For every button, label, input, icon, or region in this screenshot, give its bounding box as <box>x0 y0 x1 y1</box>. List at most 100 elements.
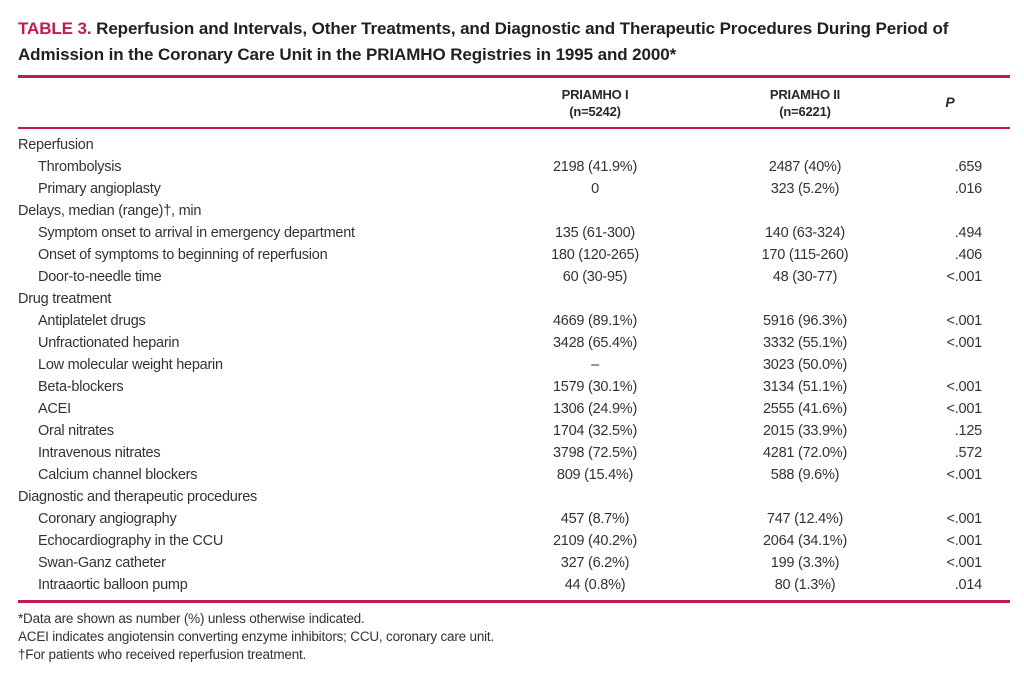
table-row: Onset of symptoms to beginning of reperf… <box>18 244 1010 266</box>
priamho2-value: 3332 (55.1%) <box>762 335 848 351</box>
col-header-p: P <box>945 94 955 110</box>
col-header-priamho1-n: (n=5242) <box>569 103 621 119</box>
table-number: TABLE 3. <box>18 19 92 38</box>
table-row: Door-to-needle time 60 (30-95) 48 (30-77… <box>18 266 1010 288</box>
row-label: Calcium channel blockers <box>38 467 198 483</box>
table-caption: Reperfusion and Intervals, Other Treatme… <box>18 19 949 64</box>
row-label: ACEI <box>38 401 71 417</box>
col-header-priamho1-name: PRIAMHO I <box>561 86 629 102</box>
p-value: .125 <box>954 423 982 439</box>
row-label: Diagnostic and therapeutic procedures <box>18 489 258 505</box>
table-row: Antiplatelet drugs 4669 (89.1%) 5916 (96… <box>18 310 1010 332</box>
priamho1-value: 180 (120-265) <box>551 247 639 263</box>
table-body: Reperfusion Thrombolysis 2198 (41.9%) 24… <box>18 129 1010 600</box>
priamho1-value: 327 (6.2%) <box>560 555 630 571</box>
table-row: Low molecular weight heparin – 3023 (50.… <box>18 354 1010 376</box>
row-label: Thrombolysis <box>38 159 122 175</box>
priamho1-value: 4669 (89.1%) <box>552 313 638 329</box>
footnotes: *Data are shown as number (%) unless oth… <box>18 610 1010 664</box>
p-value: <.001 <box>946 269 983 285</box>
row-label: Antiplatelet drugs <box>38 313 146 329</box>
priamho2-value: 80 (1.3%) <box>774 577 836 593</box>
p-value: .406 <box>954 247 982 263</box>
priamho2-value: 2555 (41.6%) <box>762 401 848 417</box>
row-label: Reperfusion <box>18 137 94 153</box>
footnote-abbreviations: ACEI indicates angiotensin converting en… <box>18 629 495 644</box>
priamho2-value: 199 (3.3%) <box>770 555 840 571</box>
row-label: Low molecular weight heparin <box>38 357 223 373</box>
bottom-rule <box>18 600 1010 603</box>
header-rule <box>18 127 1010 129</box>
priamho2-value: 747 (12.4%) <box>766 511 844 527</box>
priamho1-value: 44 (0.8%) <box>564 577 626 593</box>
p-value: .014 <box>954 577 982 593</box>
priamho2-value: 3134 (51.1%) <box>762 379 848 395</box>
table-row: Thrombolysis 2198 (41.9%) 2487 (40%) .65… <box>18 156 1010 178</box>
p-value: <.001 <box>946 467 983 483</box>
p-value: <.001 <box>946 313 983 329</box>
priamho1-value: 457 (8.7%) <box>560 511 630 527</box>
p-value: .659 <box>954 159 982 175</box>
row-label: Delays, median (range)†, min <box>18 203 202 219</box>
table-row: Beta-blockers 1579 (30.1%) 3134 (51.1%) … <box>18 376 1010 398</box>
p-value: <.001 <box>946 511 983 527</box>
p-value: <.001 <box>946 401 983 417</box>
priamho2-value: 140 (63-324) <box>764 225 846 241</box>
table-row: Unfractionated heparin 3428 (65.4%) 3332… <box>18 332 1010 354</box>
priamho1-value: 3428 (65.4%) <box>552 335 638 351</box>
priamho1-value: 809 (15.4%) <box>556 467 634 483</box>
table-row: Echocardiography in the CCU 2109 (40.2%)… <box>18 530 1010 552</box>
row-label: Symptom onset to arrival in emergency de… <box>38 225 355 241</box>
priamho2-value: 48 (30-77) <box>772 269 838 285</box>
priamho2-value: 3023 (50.0%) <box>762 357 848 373</box>
priamho2-value: 2064 (34.1%) <box>762 533 848 549</box>
p-value: <.001 <box>946 379 983 395</box>
table-row: Coronary angiography 457 (8.7%) 747 (12.… <box>18 508 1010 530</box>
table-row: ACEI 1306 (24.9%) 2555 (41.6%) <.001 <box>18 398 1010 420</box>
col-header-priamho1: PRIAMHO I (n=5242) <box>470 86 720 120</box>
priamho1-value: 3798 (72.5%) <box>552 445 638 461</box>
row-label: Primary angioplasty <box>38 181 161 197</box>
table-row: Primary angioplasty 0 323 (5.2%) .016 <box>18 178 1010 200</box>
row-label: Beta-blockers <box>38 379 124 395</box>
col-header-priamho2: PRIAMHO II (n=6221) <box>720 86 890 120</box>
table-row: Intravenous nitrates 3798 (72.5%) 4281 (… <box>18 442 1010 464</box>
table-title: TABLE 3. Reperfusion and Intervals, Othe… <box>18 16 996 68</box>
footnote-dagger: †For patients who received reperfusion t… <box>18 647 307 662</box>
row-label: Unfractionated heparin <box>38 335 180 351</box>
row-label: Echocardiography in the CCU <box>38 533 224 549</box>
row-label: Oral nitrates <box>38 423 114 439</box>
table-row: Calcium channel blockers 809 (15.4%) 588… <box>18 464 1010 486</box>
row-label: Coronary angiography <box>38 511 177 527</box>
table-row: Reperfusion <box>18 134 1010 156</box>
p-value: <.001 <box>946 533 983 549</box>
table-row: Swan-Ganz catheter 327 (6.2%) 199 (3.3%)… <box>18 552 1010 574</box>
footnote-data: *Data are shown as number (%) unless oth… <box>18 611 365 626</box>
priamho2-value: 588 (9.6%) <box>770 467 840 483</box>
table-row: Delays, median (range)†, min <box>18 200 1010 222</box>
priamho1-value: – <box>591 357 599 373</box>
priamho1-value: 1704 (32.5%) <box>552 423 638 439</box>
table-row: Intraaortic balloon pump 44 (0.8%) 80 (1… <box>18 574 1010 596</box>
priamho1-value: 60 (30-95) <box>562 269 628 285</box>
top-rule <box>18 75 1010 78</box>
p-value: .572 <box>954 445 982 461</box>
table-header-row: PRIAMHO I (n=5242) PRIAMHO II (n=6221) P <box>18 78 1010 127</box>
row-label: Onset of symptoms to beginning of reperf… <box>38 247 328 263</box>
priamho1-value: 135 (61-300) <box>554 225 636 241</box>
priamho2-value: 2487 (40%) <box>768 159 842 175</box>
priamho2-value: 5916 (96.3%) <box>762 313 848 329</box>
table-row: Oral nitrates 1704 (32.5%) 2015 (33.9%) … <box>18 420 1010 442</box>
table-row: Diagnostic and therapeutic procedures <box>18 486 1010 508</box>
row-label: Intravenous nitrates <box>38 445 161 461</box>
row-label: Door-to-needle time <box>38 269 162 285</box>
priamho1-value: 0 <box>591 181 599 197</box>
table-row: Drug treatment <box>18 288 1010 310</box>
p-value: .016 <box>954 181 982 197</box>
priamho1-value: 1306 (24.9%) <box>552 401 638 417</box>
row-label: Swan-Ganz catheter <box>38 555 166 571</box>
col-header-priamho2-name: PRIAMHO II <box>769 86 841 102</box>
priamho1-value: 2109 (40.2%) <box>552 533 638 549</box>
row-label: Drug treatment <box>18 291 112 307</box>
